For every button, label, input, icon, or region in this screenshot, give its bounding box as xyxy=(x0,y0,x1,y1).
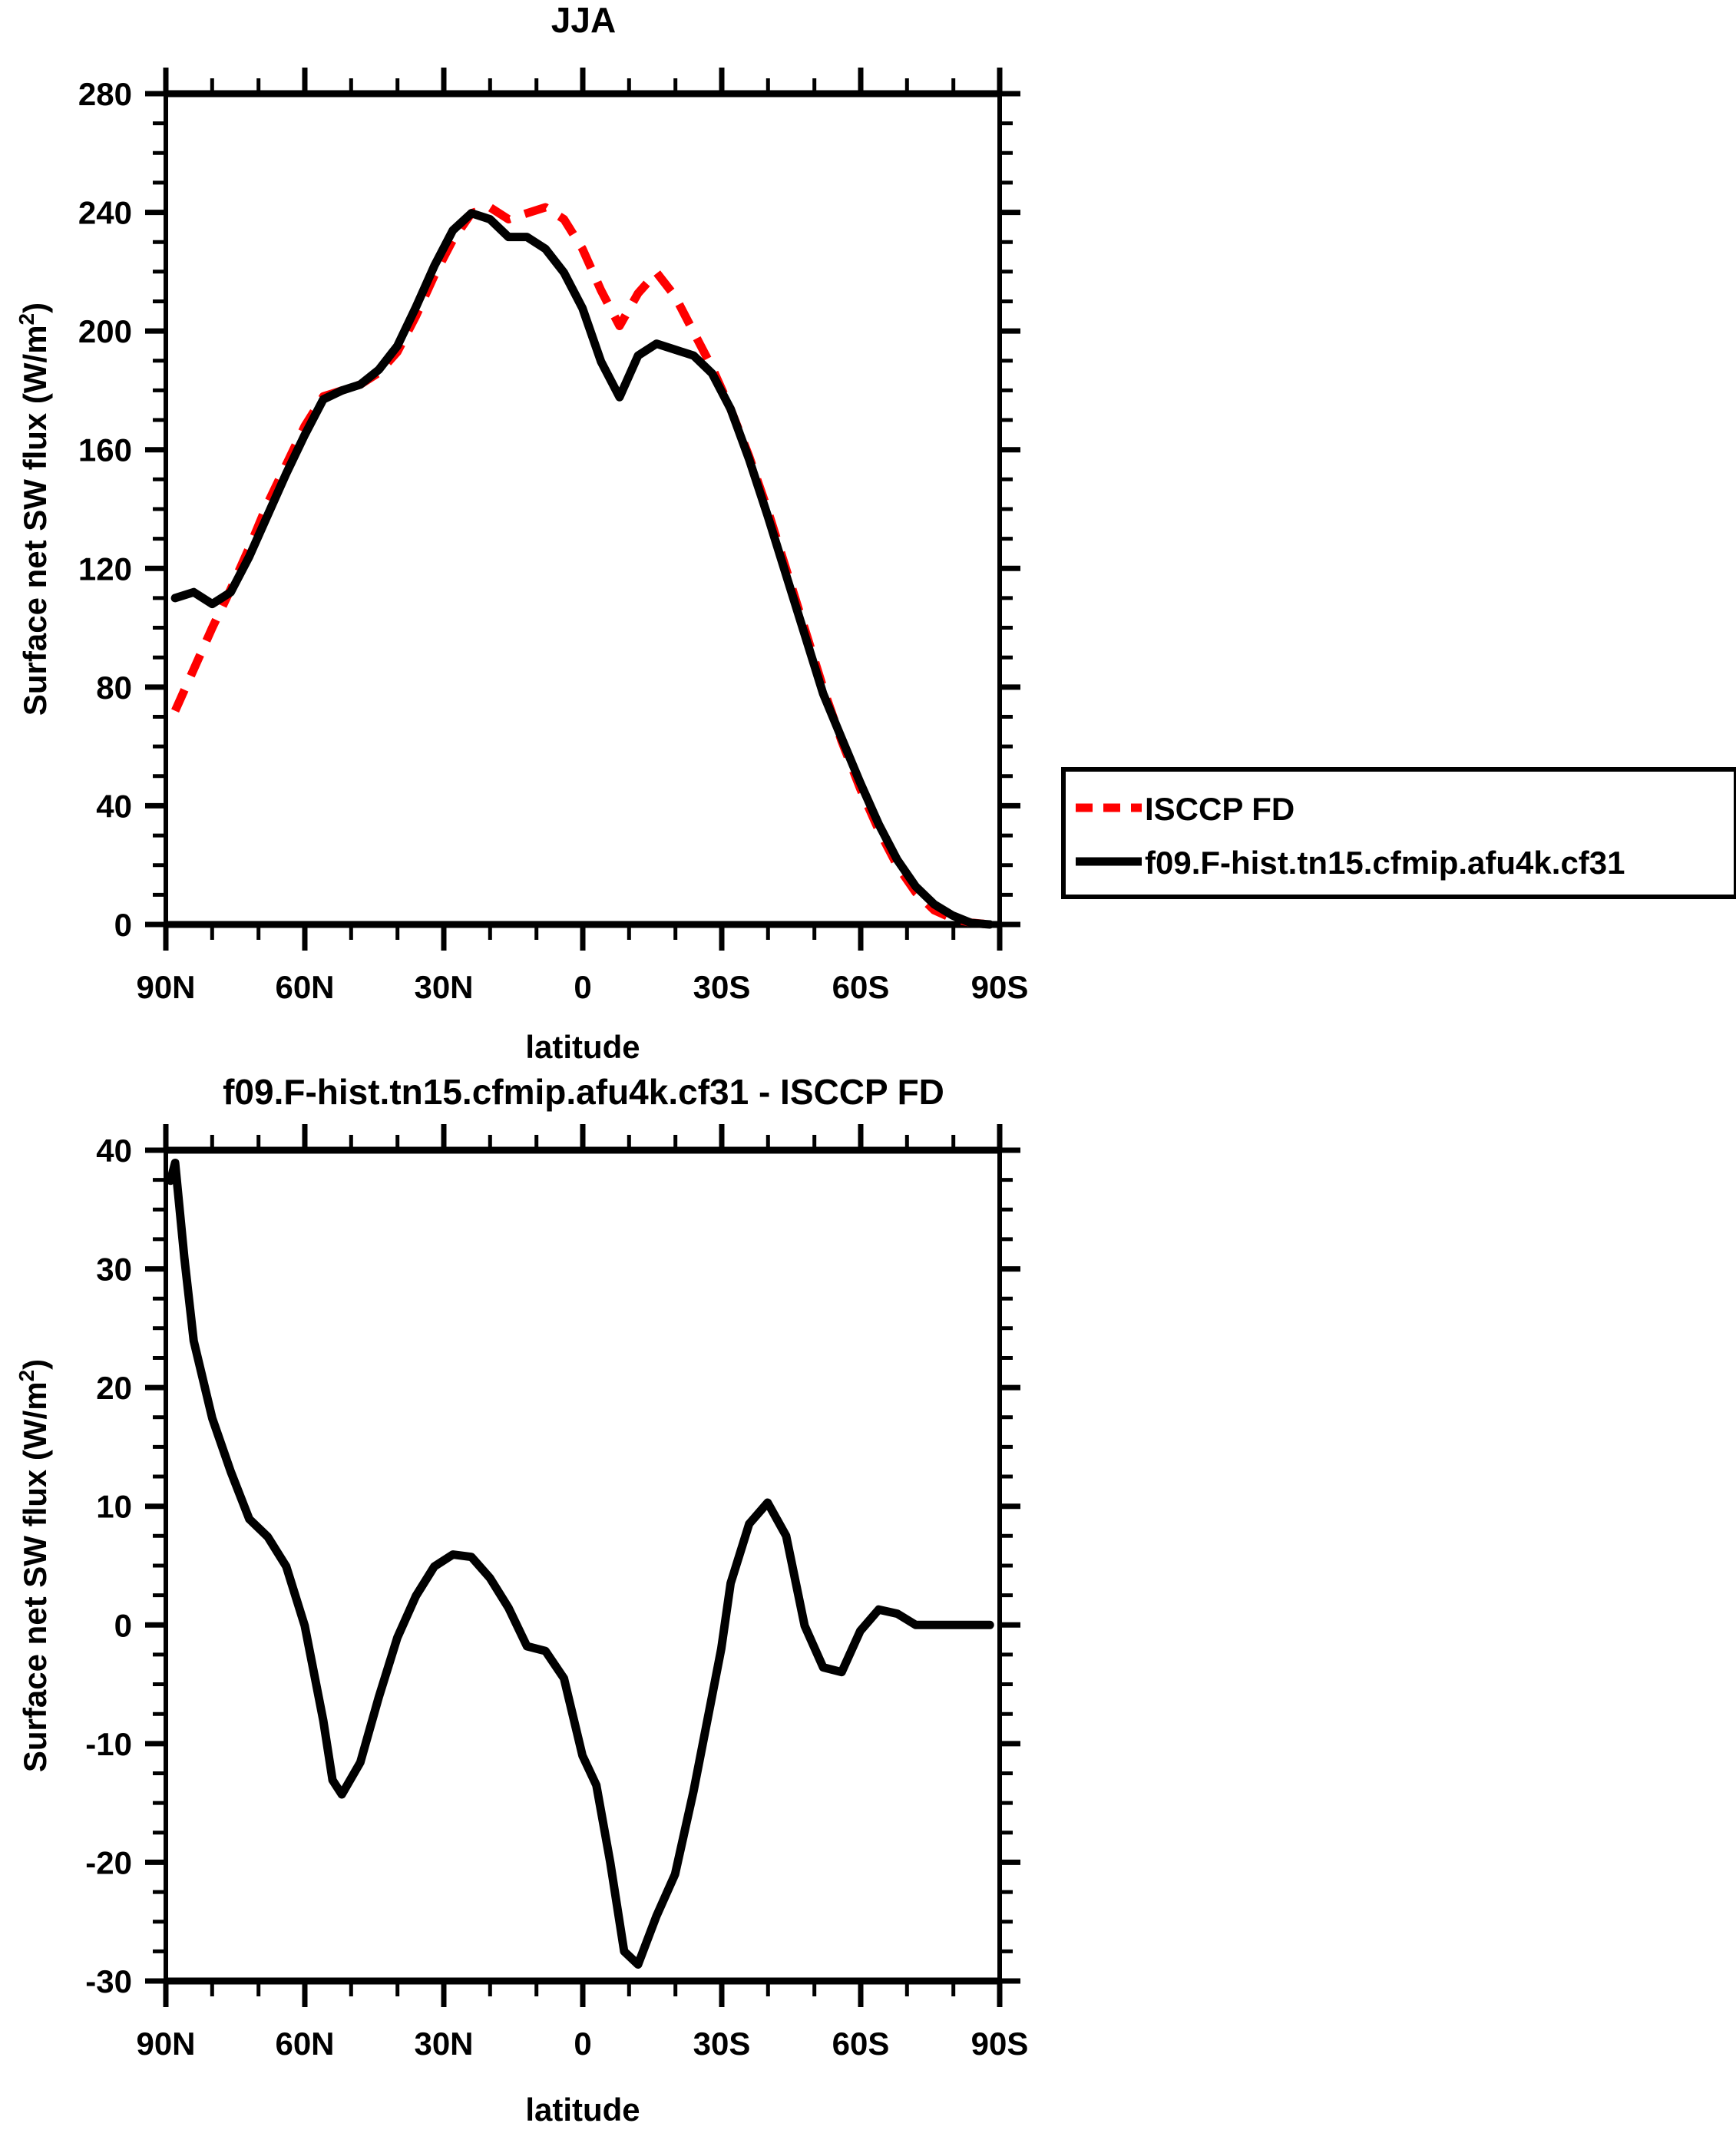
y-tick-label: -20 xyxy=(85,1844,132,1880)
bottom-panel: f09.F-hist.tn15.cfmip.afu4k.cf31 - ISCCP… xyxy=(15,1072,1028,2128)
x-tick-label: 60S xyxy=(832,2026,890,2062)
x-tick-label: 60S xyxy=(832,969,890,1005)
top-panel-y-major-ticks xyxy=(145,91,1020,928)
y-tick-label: 80 xyxy=(96,670,132,706)
bottom-panel-title: f09.F-hist.tn15.cfmip.afu4k.cf31 - ISCCP… xyxy=(223,1072,944,1112)
x-tick-label: 30N xyxy=(414,2026,473,2062)
x-tick-label: 30S xyxy=(693,969,751,1005)
bottom-panel-y-tick-labels: 40 30 20 10 0 -10 -20 -30 xyxy=(85,1133,132,1999)
top-panel-ylabel-tail: ) xyxy=(17,303,53,313)
x-tick-label: 30S xyxy=(693,2026,751,2062)
bottom-panel-y-major-ticks xyxy=(145,1147,1020,1984)
bottom-panel-x-tick-labels: 90N 60N 30N 0 30S 60S 90S xyxy=(136,2026,1028,2062)
top-panel-y-minor-ticks xyxy=(153,121,1013,897)
y-tick-label: 0 xyxy=(114,907,132,943)
x-tick-label: 90S xyxy=(971,2026,1029,2062)
legend-box xyxy=(1061,767,1736,899)
top-panel-x-tick-labels: 90N 60N 30N 0 30S 60S 90S xyxy=(136,969,1028,1005)
bottom-panel-xlabel: latitude xyxy=(525,2092,640,2128)
bottom-panel-ylabel-main: Surface net SW flux (W/m xyxy=(17,1381,53,1772)
x-tick-label: 0 xyxy=(574,969,591,1005)
bottom-panel-x-minor-ticks xyxy=(210,1135,956,1996)
top-panel-ylabel-main: Surface net SW flux (W/m xyxy=(17,325,53,716)
bottom-panel-series-difference xyxy=(166,1159,994,1969)
y-tick-label: 0 xyxy=(114,1607,132,1643)
top-panel-y-tick-labels: 280 240 200 160 120 80 40 0 xyxy=(78,76,132,943)
bottom-panel-ylabel: Surface net SW flux (W/m2) xyxy=(15,1359,53,1772)
svg-text:Surface net SW flux (W/m2): Surface net SW flux (W/m2) xyxy=(15,303,53,716)
y-tick-label: 40 xyxy=(96,1133,132,1169)
top-panel-x-major-ticks xyxy=(163,68,1003,951)
y-tick-label: 240 xyxy=(78,195,132,231)
bottom-panel-ylabel-tail: ) xyxy=(17,1359,53,1370)
y-tick-label: 10 xyxy=(96,1489,132,1525)
top-panel-title: JJA xyxy=(551,0,616,40)
y-tick-label: 280 xyxy=(78,76,132,112)
top-panel-ylabel: Surface net SW flux (W/m2) xyxy=(15,303,53,716)
y-tick-label: 120 xyxy=(78,551,132,587)
y-tick-label: 20 xyxy=(96,1370,132,1406)
top-panel-frame xyxy=(164,90,1002,928)
top-panel-ylabel-sup: 2 xyxy=(15,313,38,326)
x-tick-label: 60N xyxy=(275,2026,334,2062)
y-tick-label: 40 xyxy=(96,788,132,824)
x-tick-label: 90S xyxy=(971,969,1029,1005)
legend-label-model: f09.F-hist.tn15.cfmip.afu4k.cf31 xyxy=(1145,845,1625,881)
bottom-panel-y-minor-ticks xyxy=(153,1178,1013,1953)
y-tick-label: 200 xyxy=(78,313,132,349)
x-tick-label: 30N xyxy=(414,969,473,1005)
y-tick-label: 160 xyxy=(78,432,132,468)
legend-label-isccp: ISCCP FD xyxy=(1145,791,1295,827)
top-panel-x-minor-ticks xyxy=(210,78,956,940)
bottom-panel-frame xyxy=(164,1146,1002,1985)
y-tick-label: -30 xyxy=(85,1963,132,1999)
top-panel-xlabel: latitude xyxy=(525,1029,640,1065)
x-tick-label: 60N xyxy=(275,969,334,1005)
top-panel-series-model xyxy=(170,209,994,929)
bottom-panel-x-major-ticks xyxy=(163,1124,1003,2007)
y-tick-label: 30 xyxy=(96,1252,132,1288)
top-panel: JJA xyxy=(15,0,1028,1065)
x-tick-label: 90N xyxy=(136,969,195,1005)
x-tick-label: 0 xyxy=(574,2026,591,2062)
legend: ISCCP FD f09.F-hist.tn15.cfmip.afu4k.cf3… xyxy=(1061,767,1736,899)
x-tick-label: 90N xyxy=(136,2026,195,2062)
y-tick-label: -10 xyxy=(85,1726,132,1762)
bottom-panel-ylabel-sup: 2 xyxy=(15,1370,38,1382)
svg-text:Surface net SW flux (W/m2): Surface net SW flux (W/m2) xyxy=(15,1359,53,1772)
